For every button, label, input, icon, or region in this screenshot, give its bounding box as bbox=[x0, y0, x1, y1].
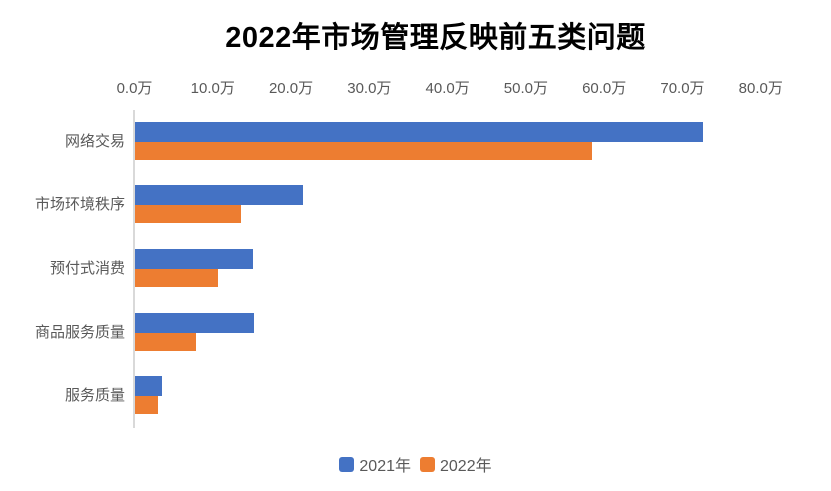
category-label: 商品服务质量 bbox=[34, 323, 125, 341]
bar-2021年 bbox=[135, 121, 704, 142]
legend: 2021年 2022年 bbox=[0, 452, 831, 476]
bar-2021年 bbox=[135, 376, 162, 397]
legend-label-2021: 2021年 bbox=[359, 458, 411, 475]
legend-label-2022: 2022年 bbox=[440, 458, 492, 475]
bar-2022年 bbox=[135, 269, 218, 287]
category-label: 预付式消费 bbox=[49, 260, 125, 277]
bar-2021年 bbox=[135, 249, 254, 269]
y-axis-line bbox=[133, 110, 135, 428]
bar-2022年 bbox=[135, 205, 242, 224]
x-axis-tick-label: 10.0万 bbox=[190, 80, 235, 97]
legend-swatch-2021 bbox=[339, 456, 355, 472]
x-axis-tick-label: 0.0万 bbox=[116, 80, 153, 97]
x-axis-tick-label: 70.0万 bbox=[660, 80, 705, 97]
x-axis-tick-label: 80.0万 bbox=[738, 80, 783, 97]
x-axis-tick-label: 50.0万 bbox=[503, 80, 548, 97]
chart-title: 2022年市场管理反映前五类问题 bbox=[225, 22, 646, 54]
category-label: 服务质量 bbox=[64, 387, 125, 405]
x-axis-tick-label: 30.0万 bbox=[347, 80, 392, 97]
legend-item-2021: 2021年 bbox=[339, 452, 411, 476]
bar-2021年 bbox=[135, 185, 303, 206]
bar-2022年 bbox=[135, 332, 197, 351]
category-label: 市场环境秩序 bbox=[34, 196, 125, 214]
bar-2021年 bbox=[135, 312, 254, 333]
bar-2022年 bbox=[135, 141, 593, 160]
bar-2022年 bbox=[135, 396, 158, 415]
x-axis-tick-label: 40.0万 bbox=[425, 80, 470, 97]
legend-item-2022: 2022年 bbox=[420, 452, 492, 476]
x-axis-tick-label: 20.0万 bbox=[268, 80, 314, 97]
category-label: 网络交易 bbox=[64, 132, 125, 150]
legend-swatch-2022 bbox=[420, 456, 435, 472]
x-axis-tick-label: 60.0万 bbox=[582, 80, 627, 97]
